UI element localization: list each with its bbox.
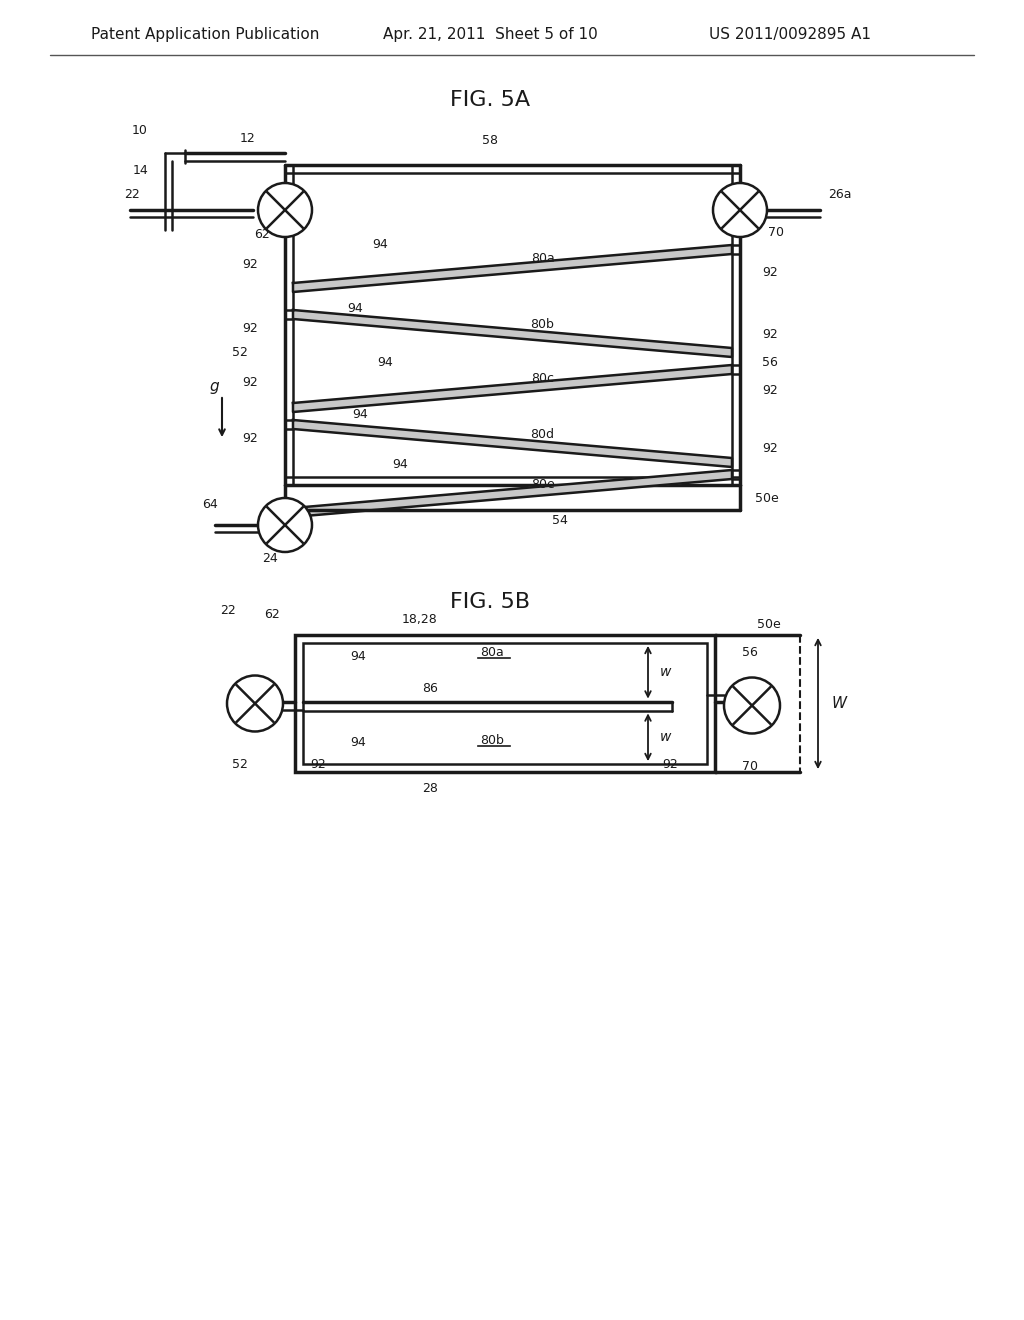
- Polygon shape: [293, 420, 732, 467]
- Circle shape: [227, 676, 283, 731]
- Text: US 2011/0092895 A1: US 2011/0092895 A1: [709, 28, 871, 42]
- Text: w: w: [660, 730, 672, 744]
- Text: 92: 92: [243, 432, 258, 445]
- Text: 14: 14: [132, 164, 148, 177]
- Text: 80b: 80b: [480, 734, 504, 747]
- Text: 10: 10: [132, 124, 148, 136]
- Text: 56: 56: [762, 355, 778, 368]
- Text: 92: 92: [310, 758, 326, 771]
- Text: 86: 86: [422, 682, 438, 696]
- Text: 92: 92: [762, 329, 778, 342]
- Text: 80d: 80d: [530, 428, 555, 441]
- Text: 80c: 80c: [531, 372, 554, 385]
- Text: 22: 22: [220, 603, 236, 616]
- Text: 70: 70: [768, 227, 784, 239]
- Text: 94: 94: [377, 355, 393, 368]
- Text: 94: 94: [350, 737, 366, 750]
- Text: 22: 22: [124, 189, 140, 202]
- Text: 80a: 80a: [480, 645, 504, 659]
- Text: 62: 62: [264, 607, 280, 620]
- Text: 50e: 50e: [757, 619, 780, 631]
- Text: 80b: 80b: [530, 318, 554, 330]
- Text: 28: 28: [422, 781, 438, 795]
- Text: 94: 94: [347, 301, 362, 314]
- Text: 52: 52: [232, 759, 248, 771]
- Text: 94: 94: [352, 408, 368, 421]
- Text: 80e: 80e: [530, 478, 554, 491]
- Circle shape: [724, 677, 780, 734]
- Text: 54: 54: [552, 513, 568, 527]
- Text: 56: 56: [742, 645, 758, 659]
- Text: 70: 70: [742, 760, 758, 774]
- Polygon shape: [293, 470, 732, 517]
- Text: 92: 92: [663, 758, 678, 771]
- Bar: [303, 643, 707, 764]
- Text: 94: 94: [392, 458, 408, 471]
- Text: FIG. 5A: FIG. 5A: [450, 90, 530, 110]
- Text: 18,28: 18,28: [402, 614, 438, 627]
- Circle shape: [258, 498, 312, 552]
- Text: 94: 94: [372, 239, 388, 252]
- Text: 92: 92: [762, 441, 778, 454]
- Circle shape: [713, 183, 767, 238]
- Text: W: W: [831, 696, 847, 711]
- Text: g: g: [209, 380, 219, 395]
- Text: 64: 64: [203, 499, 218, 511]
- Text: 92: 92: [243, 259, 258, 272]
- Text: 80a: 80a: [530, 252, 554, 265]
- Text: 58: 58: [482, 133, 498, 147]
- Text: w: w: [660, 665, 672, 680]
- Text: Apr. 21, 2011  Sheet 5 of 10: Apr. 21, 2011 Sheet 5 of 10: [383, 28, 597, 42]
- Text: 92: 92: [762, 265, 778, 279]
- Text: 52: 52: [232, 346, 248, 359]
- Text: 26a: 26a: [828, 189, 852, 202]
- Text: 50e: 50e: [755, 491, 778, 504]
- Text: Patent Application Publication: Patent Application Publication: [91, 28, 319, 42]
- Circle shape: [258, 183, 312, 238]
- Text: 92: 92: [243, 376, 258, 389]
- Bar: [295, 635, 715, 772]
- Text: 92: 92: [243, 322, 258, 334]
- Text: 12: 12: [240, 132, 256, 144]
- Polygon shape: [293, 246, 732, 292]
- Text: 24: 24: [262, 552, 278, 565]
- Text: 62: 62: [254, 228, 270, 242]
- Polygon shape: [293, 310, 732, 356]
- Text: 92: 92: [762, 384, 778, 396]
- Text: 94: 94: [350, 651, 366, 664]
- Polygon shape: [293, 366, 732, 412]
- Text: FIG. 5B: FIG. 5B: [450, 591, 530, 612]
